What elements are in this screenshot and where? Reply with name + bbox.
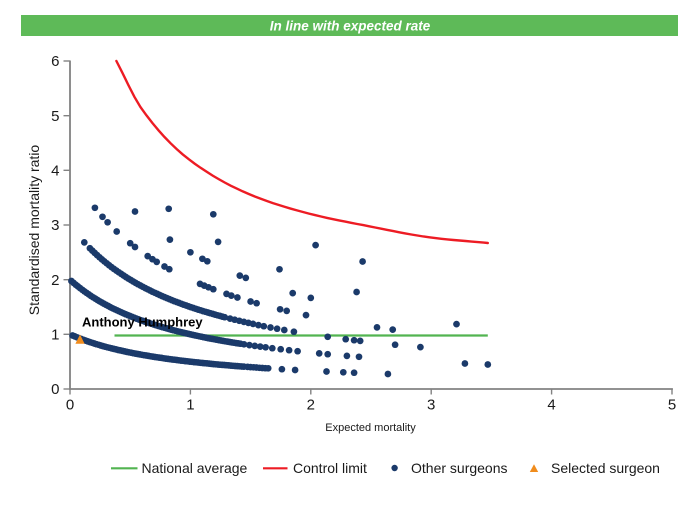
svg-text:0: 0	[51, 381, 59, 398]
svg-text:Standardised mortality ratio: Standardised mortality ratio	[26, 145, 42, 316]
svg-text:1: 1	[51, 327, 59, 344]
svg-text:4: 4	[51, 163, 59, 180]
svg-text:2: 2	[307, 397, 315, 414]
svg-text:5: 5	[51, 108, 59, 125]
svg-text:1: 1	[186, 397, 194, 414]
svg-text:Selected surgeon: Selected surgeon	[551, 460, 660, 476]
svg-text:5: 5	[668, 397, 676, 414]
svg-text:Other surgeons: Other surgeons	[411, 460, 508, 476]
svg-text:0: 0	[66, 397, 74, 414]
svg-text:3: 3	[51, 217, 59, 234]
svg-text:In line with expected rate: In line with expected rate	[270, 18, 431, 33]
svg-text:Anthony Humphrey: Anthony Humphrey	[82, 315, 203, 330]
svg-text:3: 3	[427, 397, 435, 414]
svg-text:4: 4	[547, 397, 555, 414]
svg-text:National average: National average	[142, 460, 248, 476]
svg-text:2: 2	[51, 272, 59, 289]
svg-text:6: 6	[51, 53, 59, 70]
svg-text:Control limit: Control limit	[293, 460, 367, 476]
svg-text:Expected mortality: Expected mortality	[325, 422, 416, 434]
